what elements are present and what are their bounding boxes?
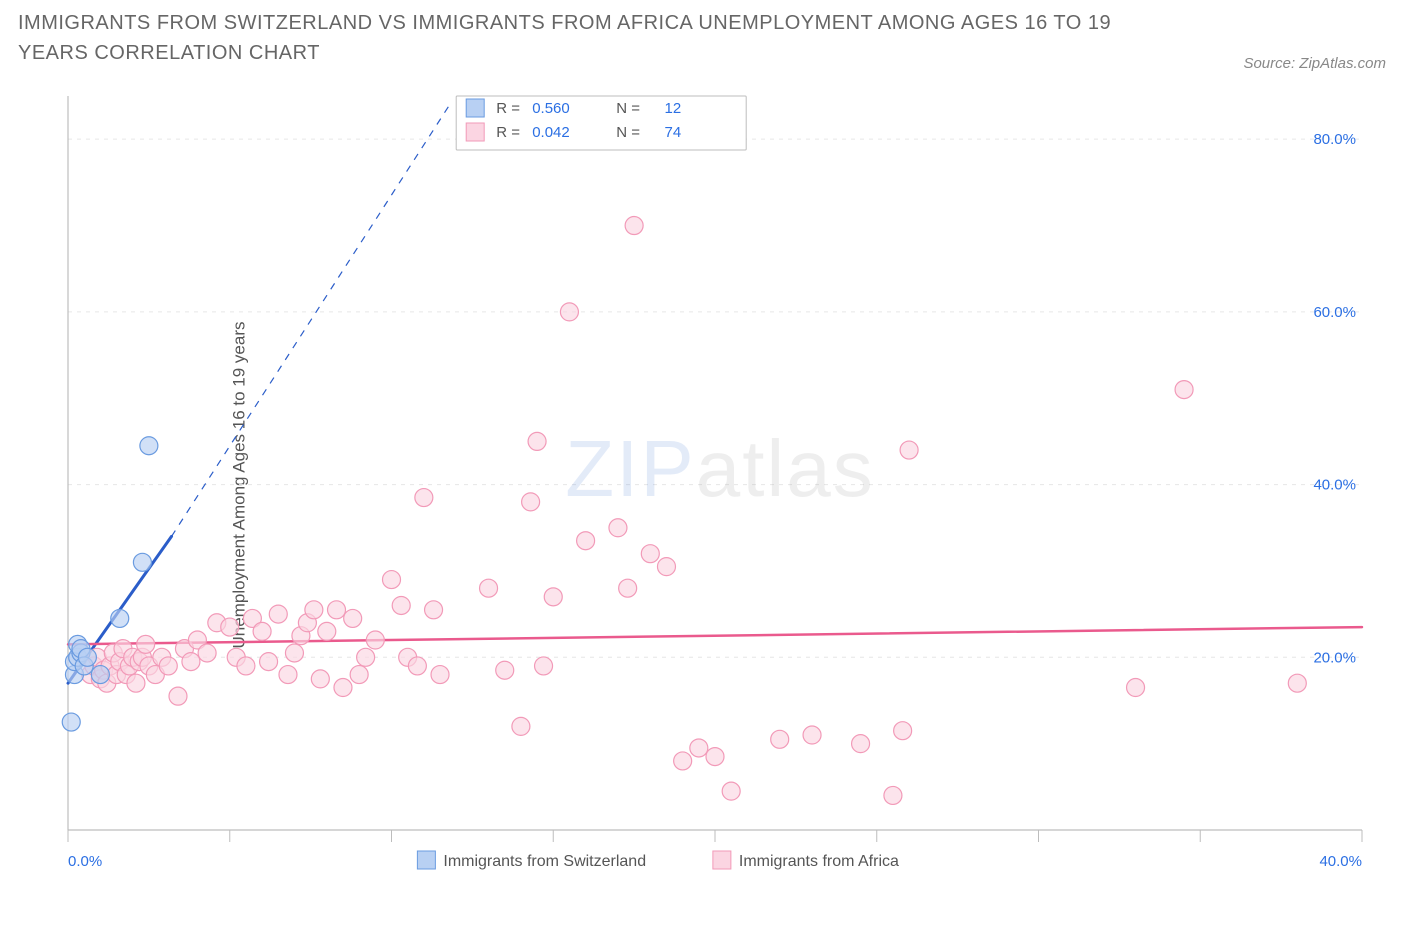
svg-text:0.042: 0.042 <box>532 124 570 141</box>
source-citation: Source: ZipAtlas.com <box>1243 55 1386 72</box>
chart-container: Unemployment Among Ages 16 to 19 years 0… <box>60 90 1380 880</box>
scatter-chart: 0.0% 40.0% 20.0% 40.0% 60.0% 80.0% R = 0.560 N =… <box>60 90 1380 880</box>
svg-text:40.0%: 40.0% <box>1319 853 1362 870</box>
svg-text:Immigrants from Africa: Immigrants from Africa <box>739 853 899 870</box>
svg-text:74: 74 <box>656 124 681 141</box>
svg-text:40.0%: 40.0% <box>1313 477 1356 494</box>
svg-text:0.560: 0.560 <box>532 100 570 117</box>
svg-text:60.0%: 60.0% <box>1313 304 1356 321</box>
svg-text:N =: N = <box>616 124 640 141</box>
chart-title: IMMIGRANTS FROM SWITZERLAND VS IMMIGRANT… <box>18 8 1118 68</box>
svg-text:20.0%: 20.0% <box>1313 649 1356 666</box>
svg-text:12: 12 <box>656 100 681 117</box>
svg-text:R =: R = <box>496 124 520 141</box>
svg-text:Immigrants from Switzerland: Immigrants from Switzerland <box>443 853 646 870</box>
svg-text:80.0%: 80.0% <box>1313 131 1356 148</box>
svg-text:R =: R = <box>496 100 520 117</box>
svg-text:0.0%: 0.0% <box>68 853 102 870</box>
svg-text:N =: N = <box>616 100 640 117</box>
